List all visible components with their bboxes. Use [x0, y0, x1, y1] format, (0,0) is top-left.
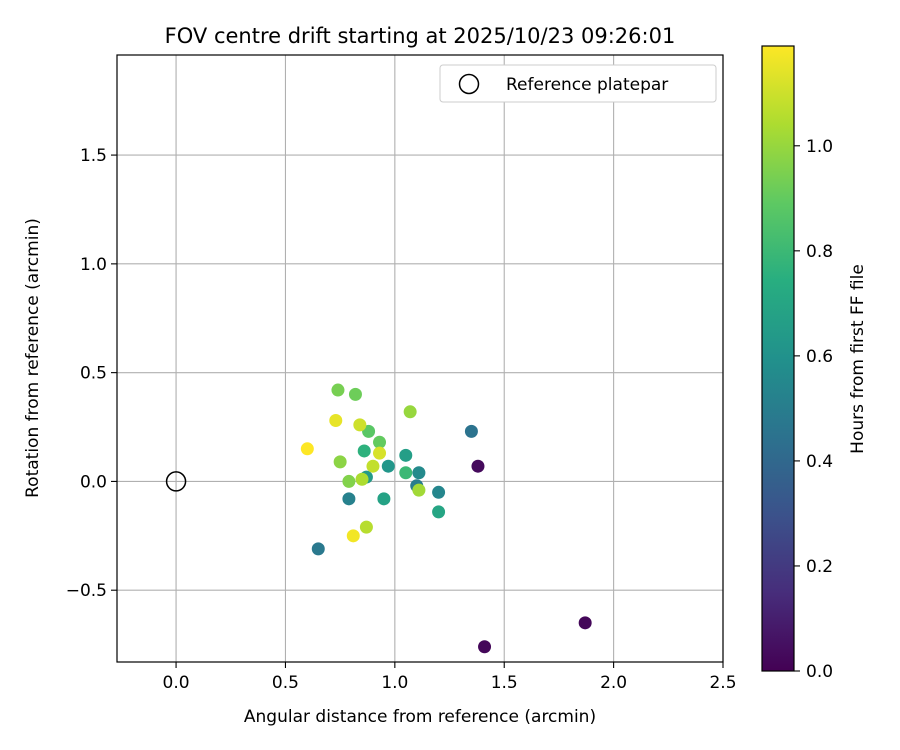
data-point — [403, 405, 417, 419]
data-point — [357, 444, 371, 458]
data-point — [353, 418, 367, 432]
grid — [117, 55, 724, 662]
x-tick-label: 0.5 — [272, 673, 299, 693]
legend: Reference platepar — [439, 64, 717, 103]
x-tick-label: 1.5 — [491, 673, 518, 693]
x-tick-label: 2.0 — [600, 673, 627, 693]
legend-box — [439, 64, 717, 103]
y-tick-label: 1.5 — [80, 146, 107, 166]
chart-title: FOV centre drift starting at 2025/10/23 … — [165, 24, 676, 48]
colorbar-tick-label: 0.2 — [806, 557, 833, 577]
data-point — [478, 640, 492, 654]
y-tick-label: 0.5 — [80, 364, 107, 384]
colorbar — [761, 45, 795, 672]
data-point — [311, 542, 325, 556]
data-point — [399, 466, 413, 480]
colorbar-ticks: 0.0 0.2 0.4 0.6 0.8 1.0 — [794, 137, 833, 682]
scatter-points — [300, 383, 592, 654]
y-tick-label: 1.0 — [80, 255, 107, 275]
data-point — [359, 520, 373, 534]
data-point — [346, 529, 360, 543]
plot-area — [117, 55, 723, 662]
colorbar-tick-label: 1.0 — [806, 137, 833, 157]
data-point — [348, 387, 362, 401]
colorbar-tick-label: 0.4 — [806, 452, 833, 472]
reference-marker-layer — [165, 471, 187, 492]
colorbar-tick-label: 0.0 — [806, 662, 833, 682]
reference-platepar-marker — [165, 471, 187, 492]
colorbar-tick-label: 0.8 — [806, 242, 833, 262]
data-point — [432, 505, 446, 519]
y-axis-ticks: −0.5 0.0 0.5 1.0 1.5 — [66, 146, 117, 601]
x-axis-label: Angular distance from reference (arcmin) — [244, 707, 596, 727]
data-point — [412, 483, 426, 497]
legend-reference-label: Reference platepar — [506, 75, 668, 95]
data-point — [355, 472, 369, 486]
data-point — [381, 459, 395, 473]
data-point — [366, 459, 380, 473]
data-point — [399, 448, 413, 462]
data-point — [329, 414, 343, 428]
y-tick-label: 0.0 — [80, 472, 107, 492]
data-point — [578, 616, 592, 630]
data-point — [432, 485, 446, 499]
x-tick-label: 0.0 — [163, 673, 190, 693]
data-point — [342, 474, 356, 488]
data-point — [331, 383, 345, 397]
data-point — [471, 459, 485, 473]
x-axis-ticks: 0.0 0.5 1.0 1.5 2.0 2.5 — [163, 662, 737, 693]
plot-frame — [116, 54, 724, 663]
data-point — [333, 455, 347, 469]
data-point — [377, 492, 391, 506]
y-tick-label: −0.5 — [66, 581, 107, 601]
x-tick-label: 2.5 — [709, 673, 736, 693]
data-point — [373, 435, 387, 449]
x-tick-label: 1.0 — [381, 673, 408, 693]
y-axis-label: Rotation from reference (arcmin) — [23, 218, 43, 498]
data-point — [412, 466, 426, 480]
data-point — [300, 442, 314, 456]
colorbar-tick-label: 0.6 — [806, 347, 833, 367]
colorbar-label: Hours from first FF file — [848, 264, 868, 454]
legend-reference-marker — [458, 73, 480, 95]
data-point — [464, 424, 478, 438]
data-point — [342, 492, 356, 506]
data-point — [373, 446, 387, 460]
